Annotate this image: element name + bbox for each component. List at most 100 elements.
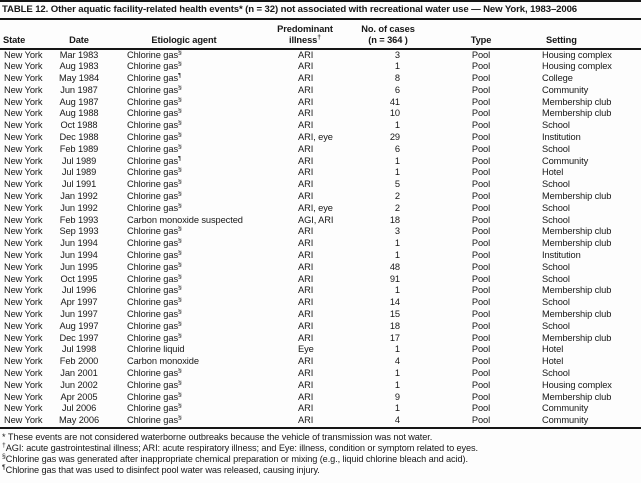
- table-row: New York Jun 1992 Chlorine gas§ ARI, eye 2 Po…: [0, 203, 641, 215]
- footnotes: * These events are not considered waterb…: [0, 429, 641, 476]
- cell-no-of-cases: 1: [394, 344, 400, 355]
- footnote-line: †AGI: acute gastrointestinal illness; AR…: [2, 441, 478, 453]
- agent-footnote-marker: §: [178, 84, 182, 91]
- table-row: New York Jun 1987 Chlorine gas§ ARI 6 Pool Com…: [0, 85, 641, 97]
- cell-setting: School: [542, 120, 570, 131]
- cell-date: Jun 1995: [60, 261, 98, 272]
- cell-no-of-cases: 2: [394, 191, 400, 202]
- cell-setting: Community: [538, 415, 641, 429]
- health-events-table: Predominant No. of cases State Date Etio…: [0, 20, 641, 430]
- cell-setting: Membership club: [542, 309, 612, 320]
- cell-type: Pool: [471, 96, 491, 107]
- col-header-etiologic-agent: Etiologic agent: [110, 33, 258, 50]
- cell-type: Pool: [424, 415, 538, 429]
- table-row: New York Jul 1989 Chlorine gas¶ ARI 1 Pool Com…: [0, 156, 641, 168]
- cell-state: New York: [4, 309, 43, 320]
- cell-type: Pool: [471, 285, 491, 296]
- title-divider-rule: [0, 18, 641, 20]
- cell-etiologic-agent: Chlorine gas§: [127, 391, 182, 402]
- cell-no-of-cases: 1: [394, 403, 400, 414]
- cell-type: Pool: [471, 155, 491, 166]
- table-row: New York Feb 1993 Carbon monoxide suspecte…: [0, 215, 641, 227]
- cell-setting: School: [542, 202, 570, 213]
- cell-setting: Membership club: [542, 191, 612, 202]
- cell-setting: Membership club: [542, 332, 612, 343]
- cell-state: New York: [4, 368, 43, 379]
- cell-no-of-cases: 29: [389, 132, 400, 143]
- cell-state: New York: [4, 84, 43, 95]
- agent-footnote-marker: §: [178, 391, 182, 398]
- cell-predominant-illness: ARI: [298, 155, 314, 166]
- cell-date: Jul 1991: [61, 179, 97, 190]
- cell-no-of-cases: 18: [389, 320, 400, 331]
- agent-footnote-marker: §: [178, 191, 182, 197]
- table-body: New York Mar 1983 Chlorine gas§ ARI 3 Pool Hou…: [0, 49, 641, 429]
- cell-etiologic-agent: Chlorine gas§: [127, 238, 182, 249]
- cell-setting: Hotel: [542, 167, 564, 178]
- col-header-predominant-illness-line2: illness†: [258, 33, 352, 50]
- cell-date: Jan 1992: [60, 191, 98, 202]
- table-row: New York Jun 1994 Chlorine gas§ ARI 1 Pool Mem…: [0, 238, 641, 250]
- cell-type: Pool: [471, 379, 491, 390]
- table-row: New York Jun 1997 Chlorine gas§ ARI 15 Pool Me…: [0, 309, 641, 321]
- cell-type: Pool: [471, 391, 491, 402]
- table-row: New York Jan 2001 Chlorine gas§ ARI 1 Pool Sch…: [0, 368, 641, 380]
- table-row: New York Apr 2005 Chlorine gas§ ARI 9 Pool Mem…: [0, 392, 641, 404]
- table-row: New York Jan 1992 Chlorine gas§ ARI 2 Pool Mem…: [0, 191, 641, 203]
- footnote-line: §Chlorine gas was generated after inappr…: [2, 452, 468, 464]
- table-row: New York Jul 1996 Chlorine gas§ ARI 1 Pool Mem…: [0, 285, 641, 297]
- cell-etiologic-agent: Chlorine gas§: [127, 309, 182, 320]
- cell-etiologic-agent: Chlorine gas§: [127, 202, 182, 213]
- cell-date: Jul 1989: [61, 155, 97, 166]
- cell-etiologic-agent: Chlorine gas§: [127, 297, 182, 308]
- cell-type: Pool: [471, 202, 491, 213]
- cell-etiologic-agent: Carbon monoxide suspected: [127, 214, 243, 225]
- cell-predominant-illness: ARI: [298, 285, 314, 296]
- cell-type: Pool: [471, 320, 491, 331]
- cell-no-of-cases: 41: [389, 96, 400, 107]
- cell-etiologic-agent: Chlorine gas§: [127, 96, 182, 107]
- table-row: New York Aug 1987 Chlorine gas§ ARI 41 Pool Me…: [0, 97, 641, 109]
- table-row: New York Apr 1997 Chlorine gas§ ARI 14 Pool Sc…: [0, 297, 641, 309]
- cell-type: Pool: [471, 179, 491, 190]
- cell-no-of-cases: 4: [352, 415, 424, 429]
- cell-type: Pool: [471, 238, 491, 249]
- cell-predominant-illness: ARI: [298, 403, 314, 414]
- cell-etiologic-agent: Chlorine gas§: [127, 191, 182, 202]
- cell-state: New York: [4, 61, 43, 72]
- cell-setting: Community: [542, 403, 589, 414]
- cell-predominant-illness: ARI: [298, 261, 314, 272]
- cell-state: New York: [4, 320, 43, 331]
- cell-state: New York: [4, 108, 43, 119]
- table-row: New York Dec 1988 Chlorine gas§ ARI, eye 29 P…: [0, 132, 641, 144]
- cell-type: Pool: [471, 261, 491, 272]
- col-header-type: Type: [424, 33, 538, 50]
- cell-type: Pool: [471, 250, 491, 261]
- cell-etiologic-agent: Chlorine gas¶: [127, 155, 182, 166]
- cell-date: May 2006: [48, 415, 110, 429]
- cell-no-of-cases: 48: [389, 261, 400, 272]
- cell-predominant-illness: Eye: [298, 344, 314, 355]
- cell-date: Jan 2001: [60, 368, 98, 379]
- cell-predominant-illness: ARI: [298, 250, 314, 261]
- header-row-upper: Predominant No. of cases: [0, 20, 641, 34]
- cell-setting: Community: [542, 84, 589, 95]
- cell-setting: School: [542, 368, 570, 379]
- cell-no-of-cases: 3: [394, 226, 400, 237]
- cell-etiologic-agent: Chlorine gas§: [127, 273, 182, 284]
- header-row-lower: State Date Etiologic agent illness† (n =…: [0, 33, 641, 50]
- cell-setting: Membership club: [542, 238, 612, 249]
- agent-footnote-marker: ¶: [178, 155, 182, 162]
- agent-footnote-marker: §: [178, 238, 182, 245]
- cell-date: Oct 1988: [60, 120, 98, 131]
- cell-state: New York: [4, 49, 43, 60]
- cell-predominant-illness: ARI: [298, 143, 314, 154]
- cell-date: Jun 2002: [60, 379, 98, 390]
- table-header: Predominant No. of cases State Date Etio…: [0, 20, 641, 50]
- cell-state: New York: [4, 332, 43, 343]
- cell-type: Pool: [471, 332, 491, 343]
- cell-date: Aug 1988: [59, 108, 99, 119]
- agent-footnote-marker: §: [178, 403, 182, 410]
- agent-footnote-marker: §: [178, 309, 182, 315]
